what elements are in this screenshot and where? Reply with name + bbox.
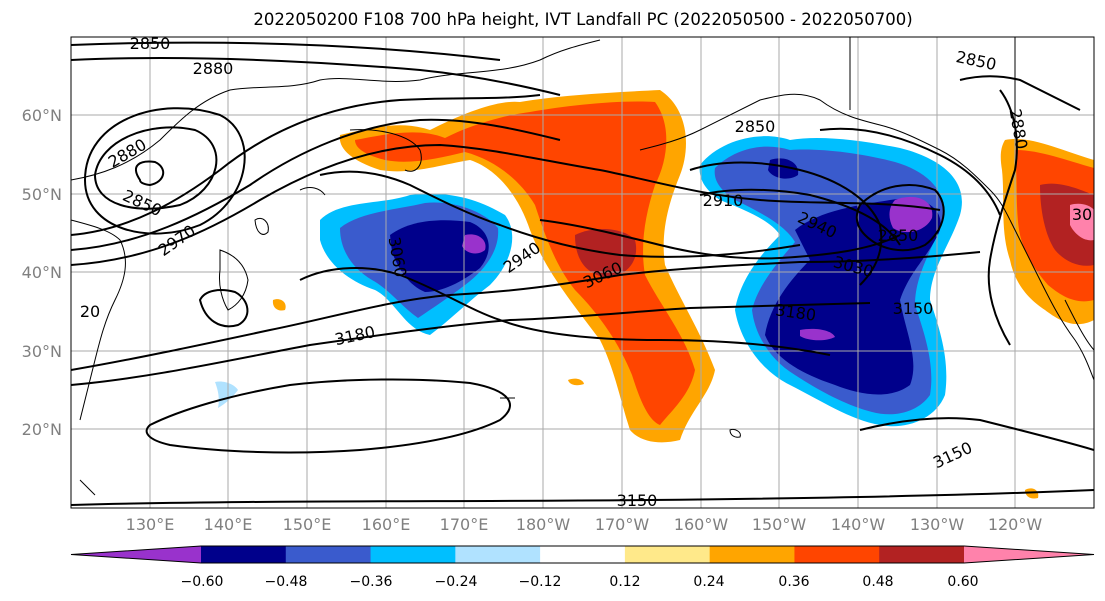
colorbar-tick-label: −0.36	[350, 574, 393, 590]
lon-label: 150°E	[283, 515, 332, 534]
contour-label: 2910	[703, 191, 744, 210]
pos-anomaly-japan	[272, 299, 286, 311]
lat-label: 50°N	[22, 185, 62, 204]
lon-label: 170°E	[440, 515, 489, 534]
lon-label: 130°W	[910, 515, 965, 534]
contour-label: 2850	[735, 117, 776, 136]
pos-anomaly-uswest-4	[1070, 203, 1094, 241]
colorbar-outline	[70, 545, 1095, 564]
colorbar-tick-label: −0.48	[265, 574, 308, 590]
neg-anomaly-east-6	[768, 158, 799, 179]
lat-label: 20°N	[22, 420, 62, 439]
colorbar-tick-label: −0.12	[519, 574, 562, 590]
colorbar-segment	[794, 546, 880, 563]
contour-label: 20	[80, 302, 100, 321]
colorbar-tick-label: −0.60	[181, 574, 224, 590]
neg-anomaly-east-3	[765, 198, 941, 395]
colorbar-segment	[540, 546, 626, 563]
colorbar-segment	[455, 546, 541, 563]
map-grid	[71, 37, 1094, 508]
lon-label: 180°W	[516, 515, 571, 534]
ivt-shading	[215, 90, 1094, 499]
colorbar-segment	[201, 546, 287, 563]
colorbar-tick-label: 0.60	[947, 574, 978, 590]
neg-anomaly-small-sw	[215, 381, 238, 408]
neg-anomaly-east-5	[800, 328, 835, 341]
colorbar-tick-label: 0.48	[862, 574, 893, 590]
colorbar-tick-label: 0.36	[778, 574, 809, 590]
colorbar-segment	[879, 546, 965, 563]
pos-anomaly-central-2	[355, 101, 695, 425]
lon-label: 140°E	[204, 515, 253, 534]
contour-label: 3150	[893, 299, 934, 318]
lon-label: 120°W	[988, 515, 1043, 534]
contour-label: 2880	[193, 59, 234, 78]
pos-anomaly-small-orange	[568, 378, 584, 386]
chart-title: 2022050200 F108 700 hPa height, IVT Land…	[253, 10, 912, 29]
colorbar-segment	[709, 546, 795, 563]
neg-anomaly-west-4	[462, 234, 486, 254]
lon-label: 130°E	[126, 515, 175, 534]
colorbar-segment	[370, 546, 456, 563]
contour-label: 3150	[617, 491, 658, 510]
height-contours	[71, 41, 1094, 506]
contour-label: 2850	[878, 226, 919, 245]
map-frame	[70, 36, 1095, 509]
lon-label: 160°E	[362, 515, 411, 534]
colorbar-extend-low	[71, 546, 201, 563]
lon-label: 140°W	[831, 515, 886, 534]
contour-label: 2850	[130, 34, 171, 53]
colorbar-segment	[285, 546, 372, 563]
colorbar-tick-label: 0.24	[693, 574, 724, 590]
lon-label: 170°W	[595, 515, 650, 534]
lat-labels: 60°N 50°N 40°N 30°N 20°N	[22, 106, 62, 439]
coastlines	[71, 37, 1094, 496]
lat-label: 30°N	[22, 342, 62, 361]
colorbar-extend-high	[964, 546, 1094, 563]
lat-label: 60°N	[22, 106, 62, 125]
colorbar-segment	[624, 546, 711, 563]
colorbar-tick-label: 0.12	[609, 574, 640, 590]
lon-label: 150°W	[752, 515, 807, 534]
colorbar-tick-label: −0.24	[435, 574, 478, 590]
lon-labels: 130°E 140°E 150°E 160°E 170°E 180°W 170°…	[126, 515, 1043, 534]
lon-label: 160°W	[674, 515, 729, 534]
lat-label: 40°N	[22, 263, 62, 282]
pos-anomaly-small-east	[1025, 488, 1039, 499]
colorbar	[70, 545, 1095, 564]
contour-label: 30	[1072, 205, 1092, 224]
colorbar-tick-labels: −0.60 −0.48 −0.36 −0.24 −0.12 0.12 0.24 …	[181, 574, 979, 590]
